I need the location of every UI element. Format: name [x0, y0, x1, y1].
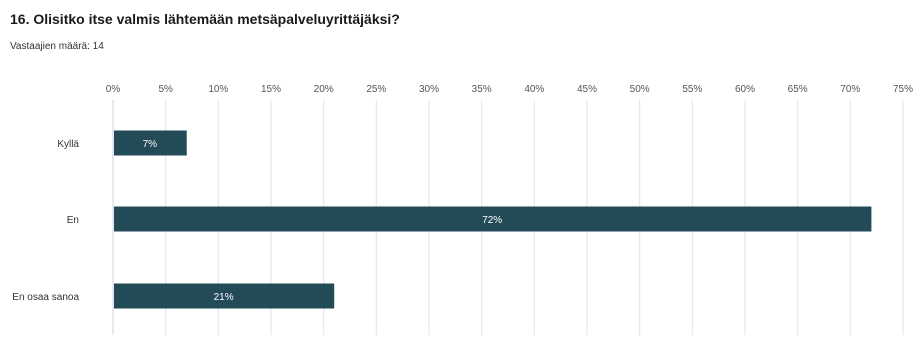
bar — [114, 130, 187, 156]
x-tick-label: 0% — [106, 84, 121, 95]
category-label: En osaa sanoa — [12, 292, 79, 303]
x-tick-label: 10% — [208, 84, 228, 95]
x-tick-label: 35% — [472, 84, 492, 95]
x-tick-label: 20% — [314, 84, 334, 95]
x-tick-label: 45% — [577, 84, 597, 95]
x-tick-label: 25% — [366, 84, 386, 95]
x-tick-label: 40% — [524, 84, 544, 95]
bar — [114, 283, 335, 309]
x-tick-label: 55% — [682, 84, 702, 95]
x-tick-label: 15% — [261, 84, 281, 95]
respondent-count: Vastaajien määrä: 14 — [10, 41, 104, 52]
bar-value-label: 7% — [143, 139, 158, 150]
x-tick-label: 75% — [893, 84, 913, 95]
x-tick-label: 65% — [788, 84, 808, 95]
x-tick-label: 50% — [630, 84, 650, 95]
category-label: En — [67, 215, 79, 226]
bar-value-label: 72% — [482, 215, 502, 226]
bar-value-label: 21% — [214, 292, 234, 303]
x-tick-label: 5% — [158, 84, 173, 95]
x-tick-label: 60% — [735, 84, 755, 95]
bar — [114, 206, 872, 232]
x-tick-label: 70% — [840, 84, 860, 95]
question-title: 16. Olisitko itse valmis lähtemään metsä… — [10, 11, 400, 27]
x-tick-label: 30% — [419, 84, 439, 95]
category-label: Kyllä — [57, 139, 79, 150]
